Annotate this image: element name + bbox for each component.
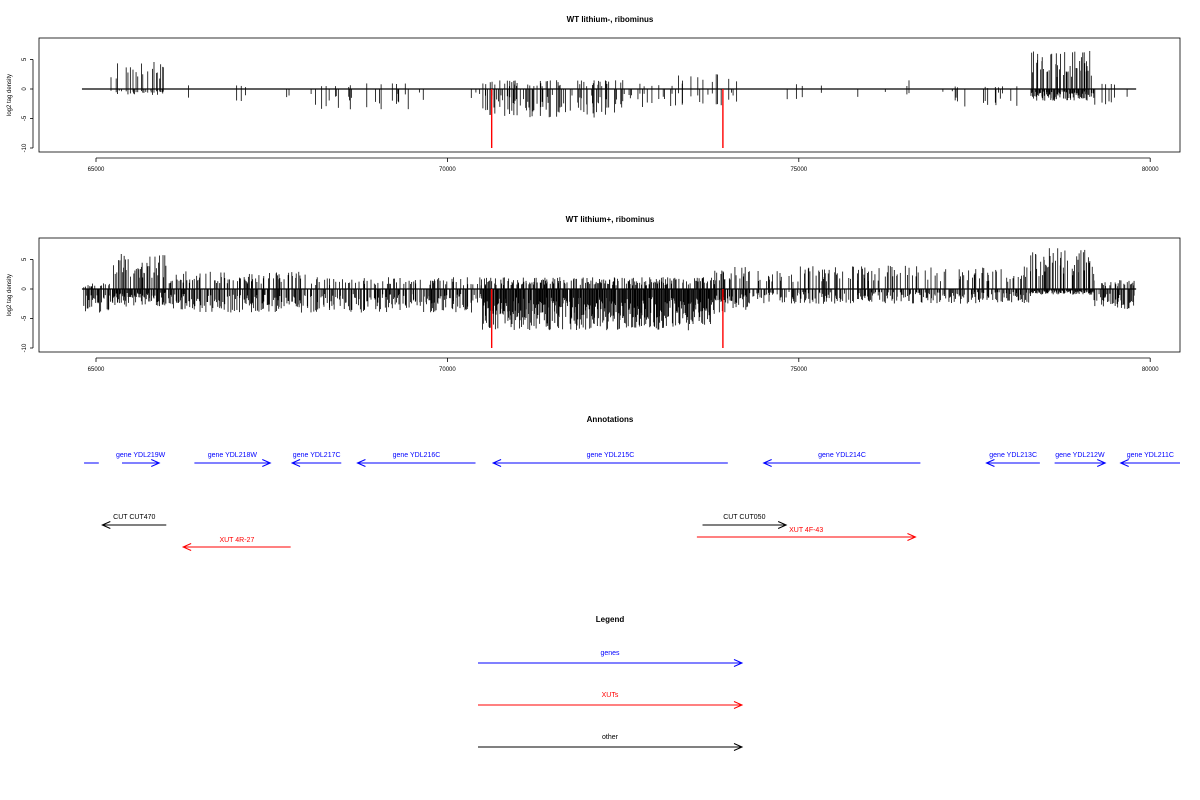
annotation-feature: gene YDL217C — [290, 452, 342, 467]
y-tick-label: 0 — [22, 287, 28, 291]
feature-label: XUT 4F-43 — [789, 527, 823, 534]
x-tick-label: 65000 — [88, 367, 105, 373]
axes: -10 -5 0 5 65000 70000 75000 80000 — [22, 57, 1159, 173]
feature-label: gene YDL211C — [1127, 452, 1174, 459]
y-axis-label: log2 tag density — [7, 274, 13, 316]
feature-label: gene YDL214C — [818, 452, 866, 459]
coverage-panel-lithium-minus: WT lithium-, ribominus log2 tag density … — [7, 15, 1181, 173]
arrowhead-right — [733, 743, 744, 751]
annotation-feature: XUT 4F-43 — [696, 527, 917, 541]
coverage-panel-lithium-plus: WT lithium+, ribominus log2 tag density … — [7, 215, 1181, 373]
annotation-feature: gene YDL211C — [1119, 452, 1180, 467]
annotations-track: Annotations gene YDL219W gene YDL218W gene… — [84, 415, 1180, 551]
legend-items: genes XUTs other — [478, 650, 744, 751]
arrowhead-right — [907, 533, 917, 541]
plot-frame — [38, 237, 1181, 353]
marker-lines — [490, 289, 724, 348]
y-axis-label: log2 tag density — [7, 74, 13, 116]
annotation-feature: gene YDL214C — [762, 452, 921, 467]
y-tick-label: -10 — [22, 343, 28, 352]
feature-label: gene YDL213C — [989, 452, 1037, 459]
x-tick-label: 75000 — [790, 367, 807, 373]
axes: -10 -5 0 5 65000 70000 75000 80000 — [22, 257, 1159, 373]
arrowhead-right — [262, 459, 272, 467]
x-tick-label: 70000 — [439, 367, 456, 373]
arrowhead-right — [777, 521, 788, 529]
arrowhead-left — [181, 543, 192, 551]
x-tick-label: 80000 — [1142, 367, 1159, 373]
y-tick-label: 5 — [22, 57, 28, 61]
feature-label: CUT CUT050 — [723, 514, 765, 521]
coverage-bars — [81, 50, 1137, 118]
annotation-feature: gene YDL216C — [356, 452, 476, 467]
y-tick-label: 5 — [22, 257, 28, 261]
annotation-feature: gene YDL218W — [194, 452, 272, 467]
feature-label: gene YDL212W — [1055, 452, 1105, 459]
arrowhead-left — [762, 459, 772, 467]
feature-label: gene YDL216C — [393, 452, 441, 459]
marker-lines — [490, 89, 724, 148]
legend-label: other — [602, 734, 619, 741]
feature-label: gene YDL219W — [116, 452, 166, 459]
arrowhead-right — [151, 459, 161, 467]
arrowhead-left — [356, 459, 366, 467]
annotation-feature: CUT CUT470 — [101, 514, 167, 529]
feature-label: gene YDL217C — [293, 452, 341, 459]
x-tick-label: 75000 — [790, 167, 807, 173]
plot-frame — [38, 37, 1181, 153]
annotation-feature: gene YDL219W — [116, 452, 166, 467]
arrowhead-left — [985, 459, 995, 467]
y-tick-label: -5 — [22, 315, 28, 321]
panel-title: WT lithium+, ribominus — [566, 215, 655, 224]
legend-label: genes — [600, 650, 620, 657]
legend: Legend genes XUTs other — [478, 615, 744, 751]
arrowhead-left — [101, 521, 111, 529]
panel-title: WT lithium-, ribominus — [567, 15, 654, 24]
legend-title: Legend — [596, 615, 625, 624]
x-tick-label: 70000 — [439, 167, 456, 173]
arrowhead-left — [491, 459, 502, 467]
legend-item: genes — [478, 650, 744, 667]
annotation-feature: XUT 4R-27 — [181, 537, 291, 551]
x-tick-label: 65000 — [88, 167, 105, 173]
legend-label: XUTs — [602, 692, 619, 699]
annotations-title: Annotations — [587, 415, 634, 424]
y-tick-label: -5 — [22, 115, 28, 121]
feature-label: gene YDL215C — [587, 452, 635, 459]
annotation-feature: gene YDL215C — [491, 452, 728, 467]
arrowhead-left — [290, 459, 301, 467]
arrowhead-left — [1119, 459, 1129, 467]
annotation-feature: CUT CUT050 — [702, 514, 788, 529]
feature-label: CUT CUT470 — [113, 514, 155, 521]
feature-label: gene YDL218W — [208, 452, 258, 459]
y-tick-label: -10 — [22, 143, 28, 152]
annotation-features: gene YDL219W gene YDL218W gene YDL217C gene… — [84, 452, 1180, 551]
arrowhead-right — [733, 701, 744, 709]
x-tick-label: 80000 — [1142, 167, 1159, 173]
arrowhead-right — [1097, 459, 1107, 467]
arrowhead-right — [733, 659, 744, 667]
y-tick-label: 0 — [22, 87, 28, 91]
coverage-bars — [81, 248, 1137, 331]
feature-label: XUT 4R-27 — [219, 537, 254, 544]
legend-item: other — [478, 734, 744, 751]
legend-item: XUTs — [478, 692, 744, 709]
annotation-feature: gene YDL213C — [985, 452, 1040, 467]
annotation-feature: gene YDL212W — [1054, 452, 1107, 467]
